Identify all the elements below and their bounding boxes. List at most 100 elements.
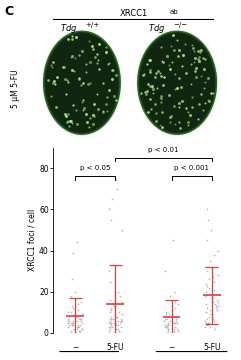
- Point: [189, 81, 193, 87]
- Point: [206, 207, 209, 212]
- Point: [88, 59, 92, 65]
- Point: [63, 76, 67, 81]
- Point: [169, 44, 173, 49]
- Point: [117, 328, 121, 334]
- Point: [120, 312, 124, 318]
- Point: [80, 326, 84, 332]
- Point: [108, 279, 112, 284]
- Point: [166, 322, 170, 328]
- Point: [159, 94, 163, 99]
- Point: [73, 314, 77, 319]
- Point: [113, 318, 117, 324]
- Point: [156, 68, 160, 74]
- Point: [96, 106, 100, 112]
- Point: [114, 97, 118, 103]
- Point: [109, 307, 113, 313]
- Point: [118, 320, 122, 325]
- Point: [202, 66, 206, 72]
- Point: [216, 299, 220, 305]
- Point: [173, 324, 177, 330]
- Point: [175, 85, 179, 91]
- Point: [173, 305, 176, 311]
- Point: [66, 111, 70, 117]
- Point: [171, 314, 174, 319]
- Point: [216, 273, 220, 278]
- Point: [96, 58, 100, 63]
- Point: [67, 318, 70, 324]
- Point: [192, 59, 196, 64]
- Point: [88, 80, 92, 85]
- Point: [75, 239, 79, 245]
- Point: [80, 48, 84, 54]
- Point: [119, 316, 123, 321]
- Point: [162, 74, 166, 80]
- Point: [80, 320, 84, 325]
- Point: [158, 122, 161, 127]
- Point: [164, 310, 168, 315]
- Point: [167, 312, 171, 318]
- Point: [173, 299, 177, 305]
- Point: [202, 85, 206, 91]
- Point: [176, 328, 180, 334]
- Point: [162, 318, 166, 324]
- Point: [181, 64, 184, 69]
- Point: [69, 293, 73, 299]
- Point: [205, 316, 209, 321]
- Point: [147, 81, 150, 87]
- Point: [150, 84, 154, 90]
- Point: [206, 268, 209, 274]
- Point: [203, 324, 207, 330]
- Point: [64, 113, 68, 119]
- Point: [189, 62, 193, 67]
- Point: [161, 124, 164, 130]
- Point: [69, 310, 73, 315]
- Point: [173, 47, 176, 53]
- Point: [104, 102, 108, 107]
- Point: [183, 41, 187, 47]
- Point: [95, 60, 99, 66]
- Point: [154, 118, 158, 124]
- Point: [75, 314, 79, 319]
- Point: [63, 112, 67, 117]
- Point: [73, 326, 76, 332]
- Point: [65, 77, 69, 83]
- Point: [148, 83, 152, 89]
- Point: [104, 49, 107, 55]
- Point: [113, 312, 117, 318]
- Point: [215, 307, 219, 313]
- Point: [116, 289, 120, 295]
- Point: [111, 301, 115, 307]
- Point: [216, 303, 220, 309]
- Point: [114, 322, 118, 328]
- Point: [174, 72, 177, 77]
- Point: [66, 118, 70, 124]
- Point: [76, 322, 80, 328]
- Point: [87, 39, 91, 44]
- Point: [50, 64, 54, 69]
- Point: [70, 276, 74, 282]
- Point: [61, 64, 65, 70]
- Point: [109, 305, 113, 311]
- Point: [67, 324, 70, 330]
- Point: [87, 125, 91, 130]
- Point: [94, 91, 98, 97]
- Point: [145, 89, 149, 94]
- Point: [204, 264, 208, 270]
- Point: [174, 326, 178, 332]
- Point: [107, 324, 111, 330]
- Point: [62, 64, 66, 70]
- Point: [147, 57, 151, 63]
- Point: [168, 114, 172, 120]
- Point: [75, 326, 79, 332]
- Point: [159, 71, 162, 76]
- Point: [207, 322, 210, 328]
- Point: [107, 207, 111, 212]
- Point: [145, 61, 149, 67]
- Point: [174, 318, 178, 324]
- Point: [163, 322, 167, 328]
- Point: [196, 56, 200, 62]
- Point: [176, 301, 180, 307]
- Point: [73, 55, 77, 60]
- Point: [172, 326, 176, 332]
- Point: [213, 287, 216, 293]
